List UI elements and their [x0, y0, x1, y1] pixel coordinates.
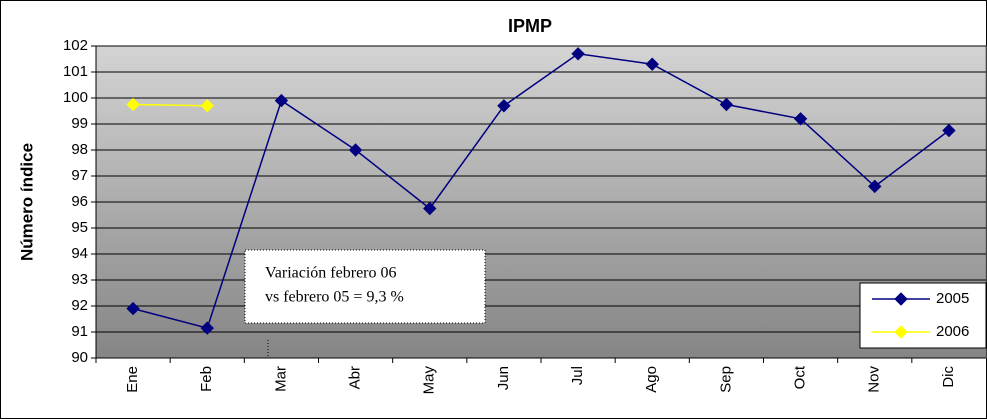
data-point: [497, 99, 511, 113]
annotation-text: vs febrero 05 = 9,3 %: [265, 289, 404, 306]
x-tick-label: May: [421, 366, 438, 395]
data-point: [571, 47, 585, 61]
x-tick-label: Abr: [347, 366, 364, 389]
y-tick-label: 90: [71, 349, 88, 366]
series-line: [132, 53, 950, 330]
legend-label: 2006: [936, 323, 969, 340]
x-tick-label: Feb: [198, 366, 215, 392]
data-point: [868, 179, 882, 194]
y-tick-label: 98: [71, 141, 88, 158]
legend-marker: [894, 325, 908, 339]
annotation-text: Variación febrero 06: [265, 265, 397, 282]
data-point: [719, 97, 734, 112]
y-tick-label: 91: [71, 323, 88, 340]
annotation-box: [244, 249, 486, 324]
legend: [859, 282, 987, 349]
chart-title: IPMP: [508, 16, 552, 36]
y-tick-label: 97: [71, 167, 88, 184]
x-tick-label: Jul: [569, 366, 586, 385]
data-point: [423, 201, 437, 216]
y-tick-label: 102: [63, 37, 88, 54]
x-tick-label: Mar: [272, 366, 289, 392]
y-tick-label: 101: [63, 63, 88, 80]
data-point: [793, 112, 808, 126]
data-point: [200, 321, 214, 335]
y-axis-label: Número índice: [17, 143, 36, 261]
data-point: [942, 123, 956, 138]
y-tick-label: 92: [71, 297, 88, 314]
data-point: [274, 93, 289, 108]
x-tick-label: Nov: [866, 366, 883, 393]
x-tick-label: Oct: [792, 365, 809, 389]
data-point: [645, 57, 659, 71]
y-tick-label: 95: [71, 219, 88, 236]
legend-label: 2005: [936, 290, 969, 307]
x-tick-label: Dic: [940, 366, 957, 388]
x-tick-label: Ene: [124, 366, 141, 393]
y-tick-label: 100: [63, 89, 88, 106]
data-point: [126, 97, 140, 112]
x-tick-label: Jun: [495, 366, 512, 390]
x-tick-label: Ago: [643, 366, 660, 393]
data-point: [348, 143, 363, 157]
data-point: [200, 99, 214, 113]
data-point: [126, 301, 140, 316]
y-tick-label: 99: [71, 115, 88, 132]
y-tick-label: 94: [71, 245, 88, 262]
legend-marker: [894, 292, 908, 306]
x-tick-label: Sep: [717, 366, 734, 393]
series-line: [133, 103, 208, 107]
y-tick-label: 96: [71, 193, 88, 210]
y-tick-label: 93: [71, 271, 88, 288]
